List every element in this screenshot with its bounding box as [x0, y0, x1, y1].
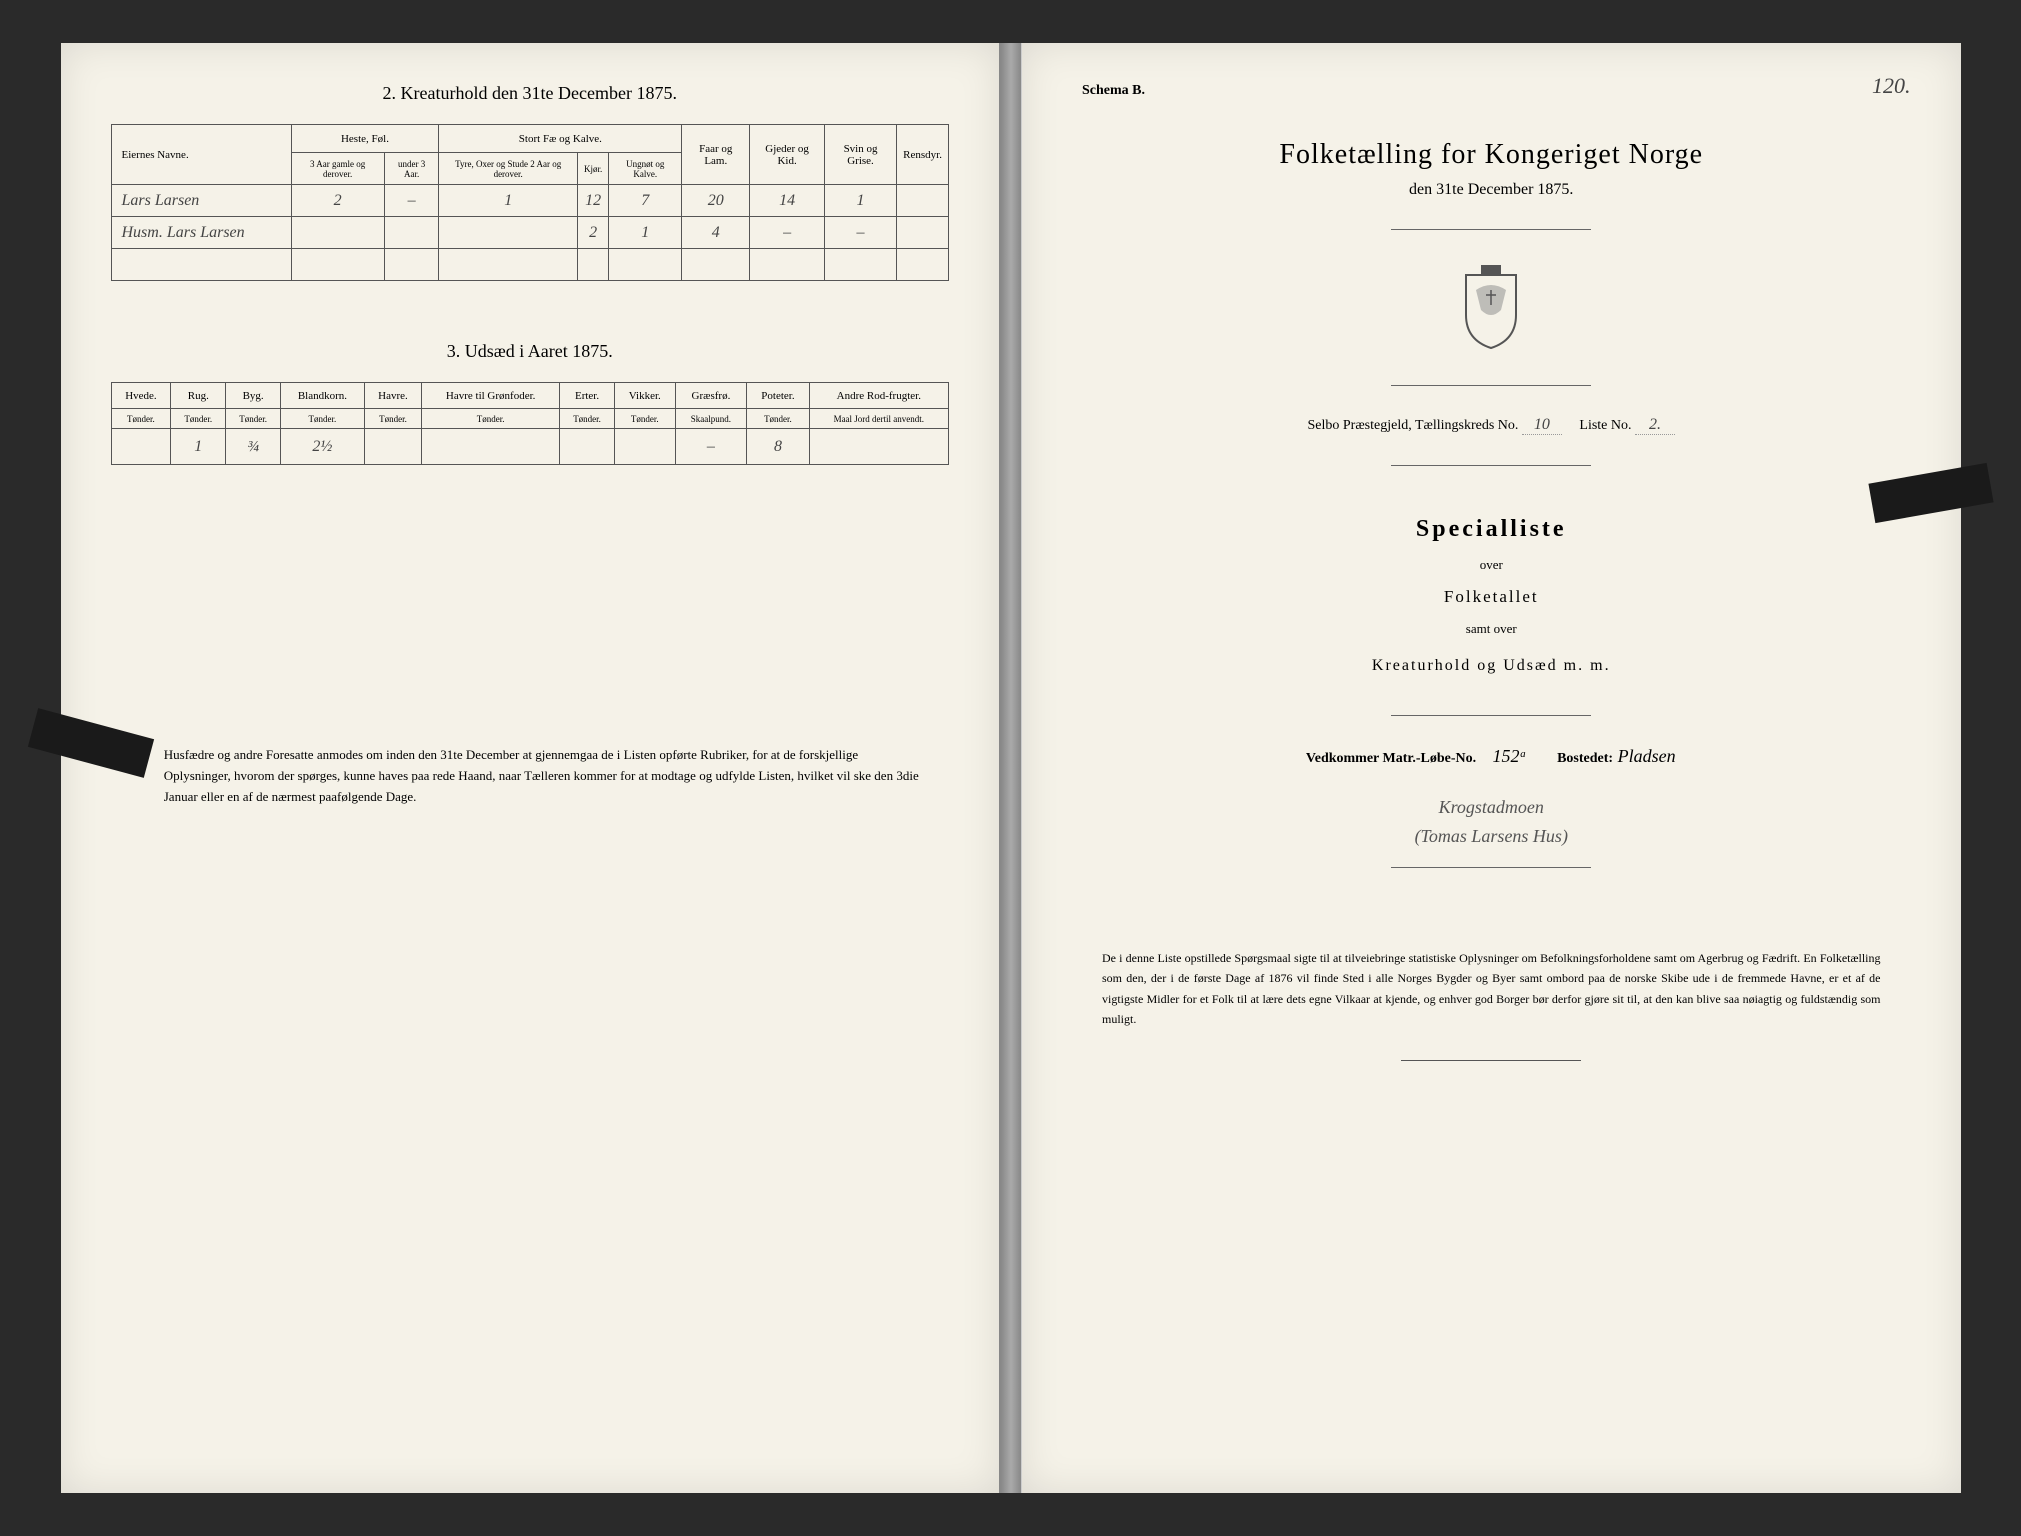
table-row: Husm. Lars Larsen 2 1 4 – – — [111, 217, 949, 249]
empty-rows — [111, 249, 949, 281]
samt-over-label: samt over — [1072, 621, 1911, 637]
left-page: 2. Kreaturhold den 31te December 1875. E… — [61, 43, 1002, 1493]
col-group-heste: Heste, Føl. — [291, 125, 439, 153]
udsaed-table: Hvede. Rug. Byg. Blandkorn. Havre. Havre… — [111, 382, 950, 465]
matr-no: 152ᵃ — [1480, 746, 1540, 767]
table-row: 1 ¾ 2½ – 8 — [111, 429, 949, 465]
matr-line: Vedkommer Matr.-Løbe-No. 152ᵃ Bostedet: … — [1072, 746, 1911, 767]
place-lines: Krogstadmoen (Tomas Larsens Hus) — [1072, 797, 1911, 847]
col-heste-3aar: 3 Aar gamle og derover. — [291, 153, 384, 185]
specialliste-heading: Specialliste — [1072, 516, 1911, 543]
col-group-fae: Stort Fæ og Kalve. — [439, 125, 682, 153]
kreds-no: 10 — [1522, 416, 1562, 435]
book-spine — [1001, 43, 1021, 1493]
section3-title: 3. Udsæd i Aaret 1875. — [111, 341, 950, 362]
bottom-divider — [1401, 1060, 1581, 1061]
col-kjor: Kjør. — [577, 153, 608, 185]
table-row: Lars Larsen 2 – 1 12 7 20 14 1 — [111, 185, 949, 217]
date-line: den 31te December 1875. — [1072, 181, 1911, 199]
place-name-1: Krogstadmoen — [1072, 797, 1911, 818]
owner-name: Lars Larsen — [111, 185, 291, 217]
schema-label: Schema B. — [1072, 83, 1911, 99]
divider — [1391, 465, 1591, 466]
owner-name: Husm. Lars Larsen — [111, 217, 291, 249]
col-heste-under3: under 3 Aar. — [384, 153, 439, 185]
divider — [1391, 229, 1591, 230]
place-name-2: (Tomas Larsens Hus) — [1072, 826, 1911, 847]
col-name: Eiernes Navne. — [111, 125, 291, 185]
kreaturhold-table: Eiernes Navne. Heste, Føl. Stort Fæ og K… — [111, 124, 950, 281]
col-ungnot: Ungnøt og Kalve. — [609, 153, 682, 185]
kreatur-line: Kreaturhold og Udsæd m. m. — [1072, 657, 1911, 675]
col-tyre: Tyre, Oxer og Stude 2 Aar og derover. — [439, 153, 578, 185]
divider — [1391, 715, 1591, 716]
col-rensdyr: Rensdyr. — [897, 125, 949, 185]
col-gjeder: Gjeder og Kid. — [750, 125, 825, 185]
page-number: 120. — [1872, 73, 1911, 99]
col-faar: Faar og Lam. — [682, 125, 750, 185]
footer-text: Husfædre og andre Foresatte anmodes om i… — [164, 745, 923, 807]
footer-note: ☞ Husfædre og andre Foresatte anmodes om… — [111, 745, 950, 807]
liste-no: 2. — [1635, 416, 1675, 435]
divider — [1391, 385, 1591, 386]
right-page: Schema B. 120. Folketælling for Kongerig… — [1021, 43, 1961, 1493]
section3: 3. Udsæd i Aaret 1875. Hvede. Rug. Byg. … — [111, 341, 950, 465]
district-line: Selbo Præstegjeld, Tællingskreds No. 10 … — [1072, 416, 1911, 435]
divider — [1391, 867, 1591, 868]
over-label: over — [1072, 557, 1911, 573]
col-svin: Svin og Grise. — [824, 125, 896, 185]
main-title: Folketælling for Kongeriget Norge — [1072, 139, 1911, 171]
bosted-name: Pladsen — [1617, 746, 1677, 767]
bottom-paragraph: De i denne Liste opstillede Spørgsmaal s… — [1072, 948, 1911, 1030]
book-spread: 2. Kreaturhold den 31te December 1875. E… — [61, 43, 1961, 1493]
section2-title: 2. Kreaturhold den 31te December 1875. — [111, 83, 950, 104]
coat-of-arms-icon — [1072, 260, 1911, 355]
folketallet-label: Folketallet — [1072, 587, 1911, 607]
